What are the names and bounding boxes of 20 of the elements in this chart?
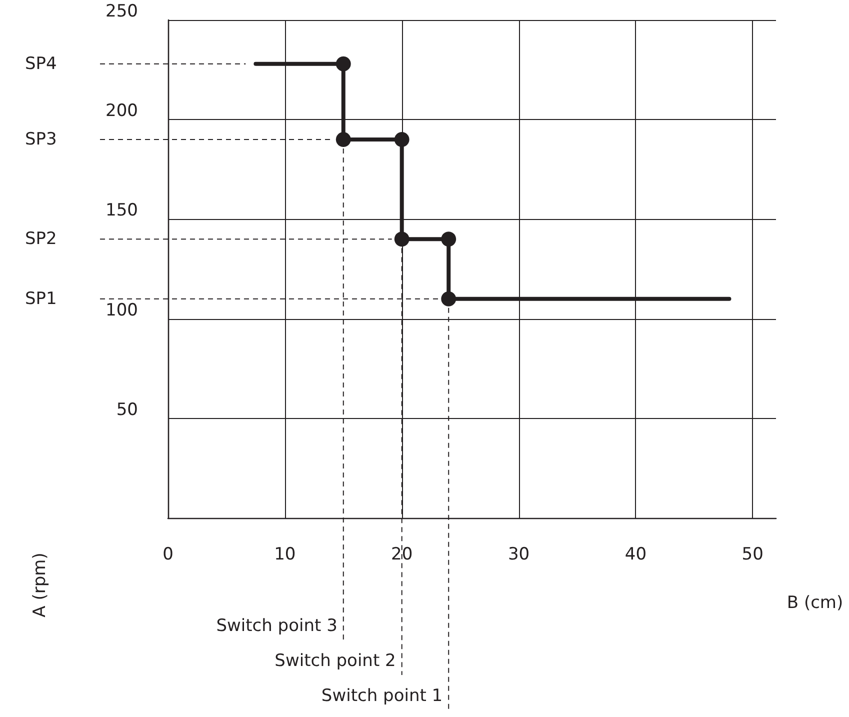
y-tick-label: 250	[106, 2, 138, 22]
x-axis-title: B (cm)	[786, 593, 844, 613]
y-tick-label: 150	[106, 200, 138, 221]
ref-line-label: SP3	[25, 130, 57, 150]
ref-line-label: Switch point 1	[321, 686, 443, 706]
ref-line-label: SP2	[25, 229, 57, 250]
x-tick-label: 30	[508, 544, 530, 564]
ref-line-label: SP4	[25, 54, 57, 74]
x-tick-label: 0	[162, 544, 174, 564]
y-axis-title: A (rpm)	[30, 552, 50, 618]
y-tick-label: 50	[116, 400, 138, 420]
x-tick-label: 20	[391, 544, 413, 564]
x-tick-label: 10	[274, 544, 296, 564]
y-tick-label: 100	[106, 300, 138, 320]
ref-line-label: Switch point 3	[216, 616, 338, 636]
x-tick-label: 40	[624, 544, 647, 564]
ref-line-label: SP1	[25, 288, 57, 309]
y-tick-label: 200	[106, 101, 138, 122]
x-tick-label: 50	[742, 544, 764, 564]
ref-line-label: Switch point 2	[274, 651, 396, 671]
